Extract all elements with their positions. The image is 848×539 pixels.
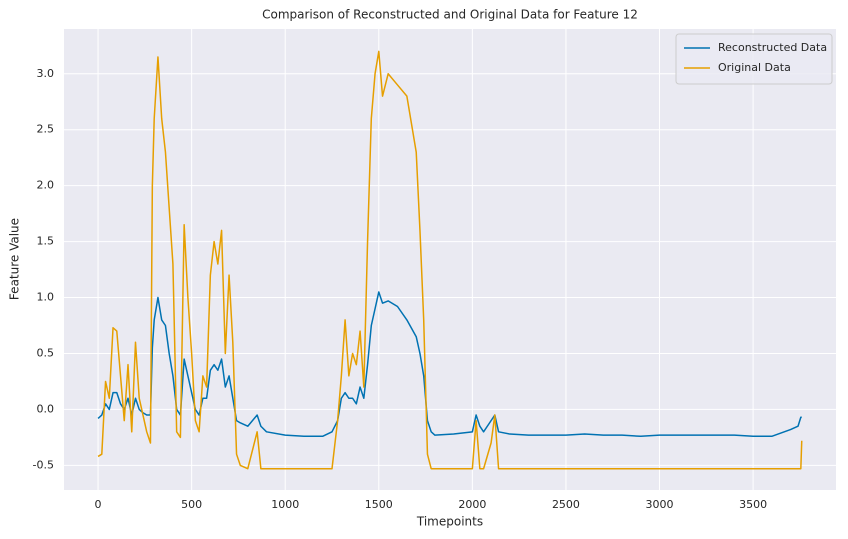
y-tick-label: 2.0 xyxy=(37,179,55,192)
y-tick-label: 3.0 xyxy=(37,67,55,80)
x-tick-label: 1500 xyxy=(365,498,393,511)
x-tick-label: 1000 xyxy=(271,498,299,511)
x-tick-label: 3000 xyxy=(646,498,674,511)
y-tick-label: 2.5 xyxy=(37,123,55,136)
x-tick-label: 3500 xyxy=(739,498,767,511)
y-tick-label: 1.5 xyxy=(37,235,55,248)
y-tick-label: 0.0 xyxy=(37,402,55,415)
y-tick-label: -0.5 xyxy=(33,458,54,471)
x-tick-label: 2000 xyxy=(458,498,486,511)
y-tick-label: 1.0 xyxy=(37,291,55,304)
y-tick-label: 0.5 xyxy=(37,346,55,359)
x-axis-label: Timepoints xyxy=(416,515,483,529)
plot-area xyxy=(64,29,836,490)
legend-label: Reconstructed Data xyxy=(718,41,827,54)
x-tick-label: 0 xyxy=(95,498,102,511)
chart-title: Comparison of Reconstructed and Original… xyxy=(262,8,638,22)
y-axis-label: Feature Value xyxy=(8,218,22,300)
x-tick-label: 500 xyxy=(181,498,202,511)
legend-label: Original Data xyxy=(718,61,791,74)
x-tick-label: 2500 xyxy=(552,498,580,511)
data-line xyxy=(97,50,803,470)
legend-box xyxy=(675,33,833,85)
